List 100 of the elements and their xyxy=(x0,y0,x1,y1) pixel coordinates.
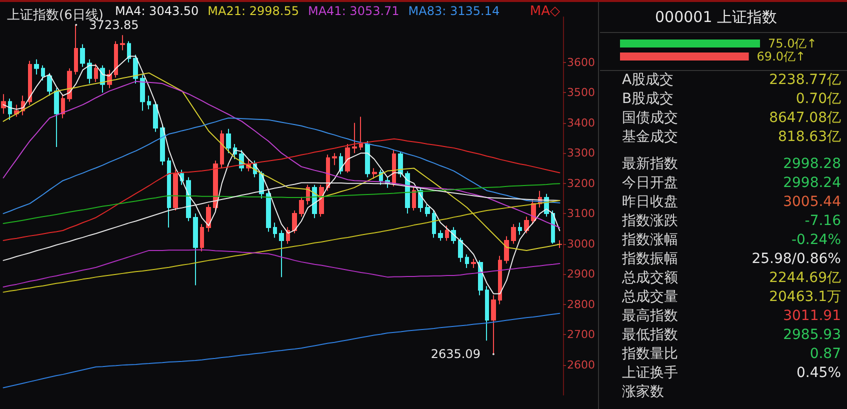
category-label: 上证换手 xyxy=(622,364,678,383)
candlestick xyxy=(445,225,449,242)
candlestick xyxy=(359,116,363,151)
category-label: 最高指数 xyxy=(622,307,678,326)
candlestick xyxy=(94,63,98,83)
line-series xyxy=(2,138,560,241)
text: 3005.44 xyxy=(783,194,841,210)
candlestick xyxy=(47,72,52,96)
text: MA4: 3043.50 xyxy=(115,4,199,18)
category-label: 最低指数 xyxy=(622,326,678,345)
text: 0.87 xyxy=(810,346,841,362)
annotation: MA◇ xyxy=(530,4,560,19)
candlestick xyxy=(471,258,476,268)
candlestick xyxy=(160,124,165,166)
y-tick-label: 2900 xyxy=(567,268,596,281)
candlestick xyxy=(504,236,509,264)
category-label: 指数振幅 xyxy=(622,250,678,269)
candlestick xyxy=(127,40,131,63)
candlestick xyxy=(133,54,138,84)
text: 20463.1万 xyxy=(769,289,841,305)
candlestick xyxy=(551,210,555,244)
text: 3011.91 xyxy=(783,308,841,324)
category-label: 指数涨跌 xyxy=(622,212,678,231)
candlestick xyxy=(54,88,59,148)
candlestick xyxy=(74,24,78,75)
text: MA41: 3053.71 xyxy=(308,4,400,18)
candlestick xyxy=(292,210,297,234)
line-series xyxy=(2,200,560,293)
candlestick xyxy=(200,224,204,252)
line-series xyxy=(2,312,560,388)
line-series xyxy=(2,249,560,288)
candlestick xyxy=(80,44,85,68)
category-label: 总成交额 xyxy=(622,269,678,288)
category-label: 今日开盘 xyxy=(622,174,678,193)
category-label: 指数涨幅 xyxy=(622,231,678,250)
candlestick xyxy=(465,254,469,268)
candlestick xyxy=(425,204,430,218)
y-tick-label: 2700 xyxy=(567,328,596,342)
line-series xyxy=(2,72,560,251)
text: -0.24% xyxy=(791,232,841,248)
candlestick xyxy=(524,216,529,234)
candlestick xyxy=(1,94,6,114)
text: 0.70亿 xyxy=(796,91,841,107)
y-tick-label: 3200 xyxy=(567,176,596,190)
line-series xyxy=(2,80,560,228)
category-label: B股成交 xyxy=(622,90,674,109)
candlestick xyxy=(345,144,350,174)
candlestick xyxy=(67,68,72,102)
text: 818.63亿 xyxy=(778,129,841,145)
candlestick xyxy=(511,224,516,244)
category-label: 指数量比 xyxy=(622,345,678,364)
text: 25.98/0.86% xyxy=(752,251,841,267)
y-tick-label: 3000 xyxy=(567,237,596,250)
candlestick xyxy=(339,152,343,175)
candlestick xyxy=(266,190,271,232)
text: 2998.28 xyxy=(783,156,841,172)
candlestick xyxy=(491,294,496,355)
candlestick xyxy=(398,151,403,178)
text: 000001 上证指数 xyxy=(600,2,847,33)
y-tick-label: 3600 xyxy=(567,56,596,69)
candlestick xyxy=(485,286,489,342)
candlestick xyxy=(478,260,483,296)
candlestick xyxy=(213,160,218,212)
candlestick xyxy=(41,64,45,82)
candlestick xyxy=(438,230,443,242)
candlestick xyxy=(114,40,118,78)
candlestick xyxy=(120,34,125,51)
candlestick xyxy=(34,58,39,75)
line-series xyxy=(2,56,560,294)
category-label: 总成交量 xyxy=(622,288,678,307)
candlestick xyxy=(498,255,502,305)
data-label: 69.0亿↑ xyxy=(756,50,806,64)
line-series xyxy=(2,183,560,224)
candlestick xyxy=(61,94,65,119)
annotation: 2635.09 xyxy=(430,347,480,362)
candlestick xyxy=(352,122,357,154)
candlestick xyxy=(153,101,158,132)
y-tick-label: 2600 xyxy=(567,358,596,372)
candlestick xyxy=(458,237,463,262)
candlestick xyxy=(167,157,171,228)
candlestick xyxy=(220,130,224,169)
candlestick xyxy=(193,213,198,286)
candlestick xyxy=(28,60,32,106)
line-series xyxy=(2,118,560,214)
text: MA21: 2998.55 xyxy=(208,4,299,18)
candlestick xyxy=(206,204,211,232)
text: 2998.24 xyxy=(783,175,841,191)
candlestick xyxy=(372,168,377,180)
candlestick xyxy=(319,184,324,218)
category-label: 最新指数 xyxy=(622,155,678,174)
category-label: 国债成交 xyxy=(622,109,678,128)
y-tick-label: 3500 xyxy=(567,86,596,100)
candlestick xyxy=(518,222,522,236)
y-tick-label: 3400 xyxy=(567,116,596,130)
candlestick xyxy=(412,186,416,212)
candlestick xyxy=(147,95,151,110)
text: 2985.93 xyxy=(783,327,841,343)
candlestick xyxy=(432,210,436,238)
category-label: 基金成交 xyxy=(622,128,678,147)
candlestick xyxy=(279,230,284,278)
